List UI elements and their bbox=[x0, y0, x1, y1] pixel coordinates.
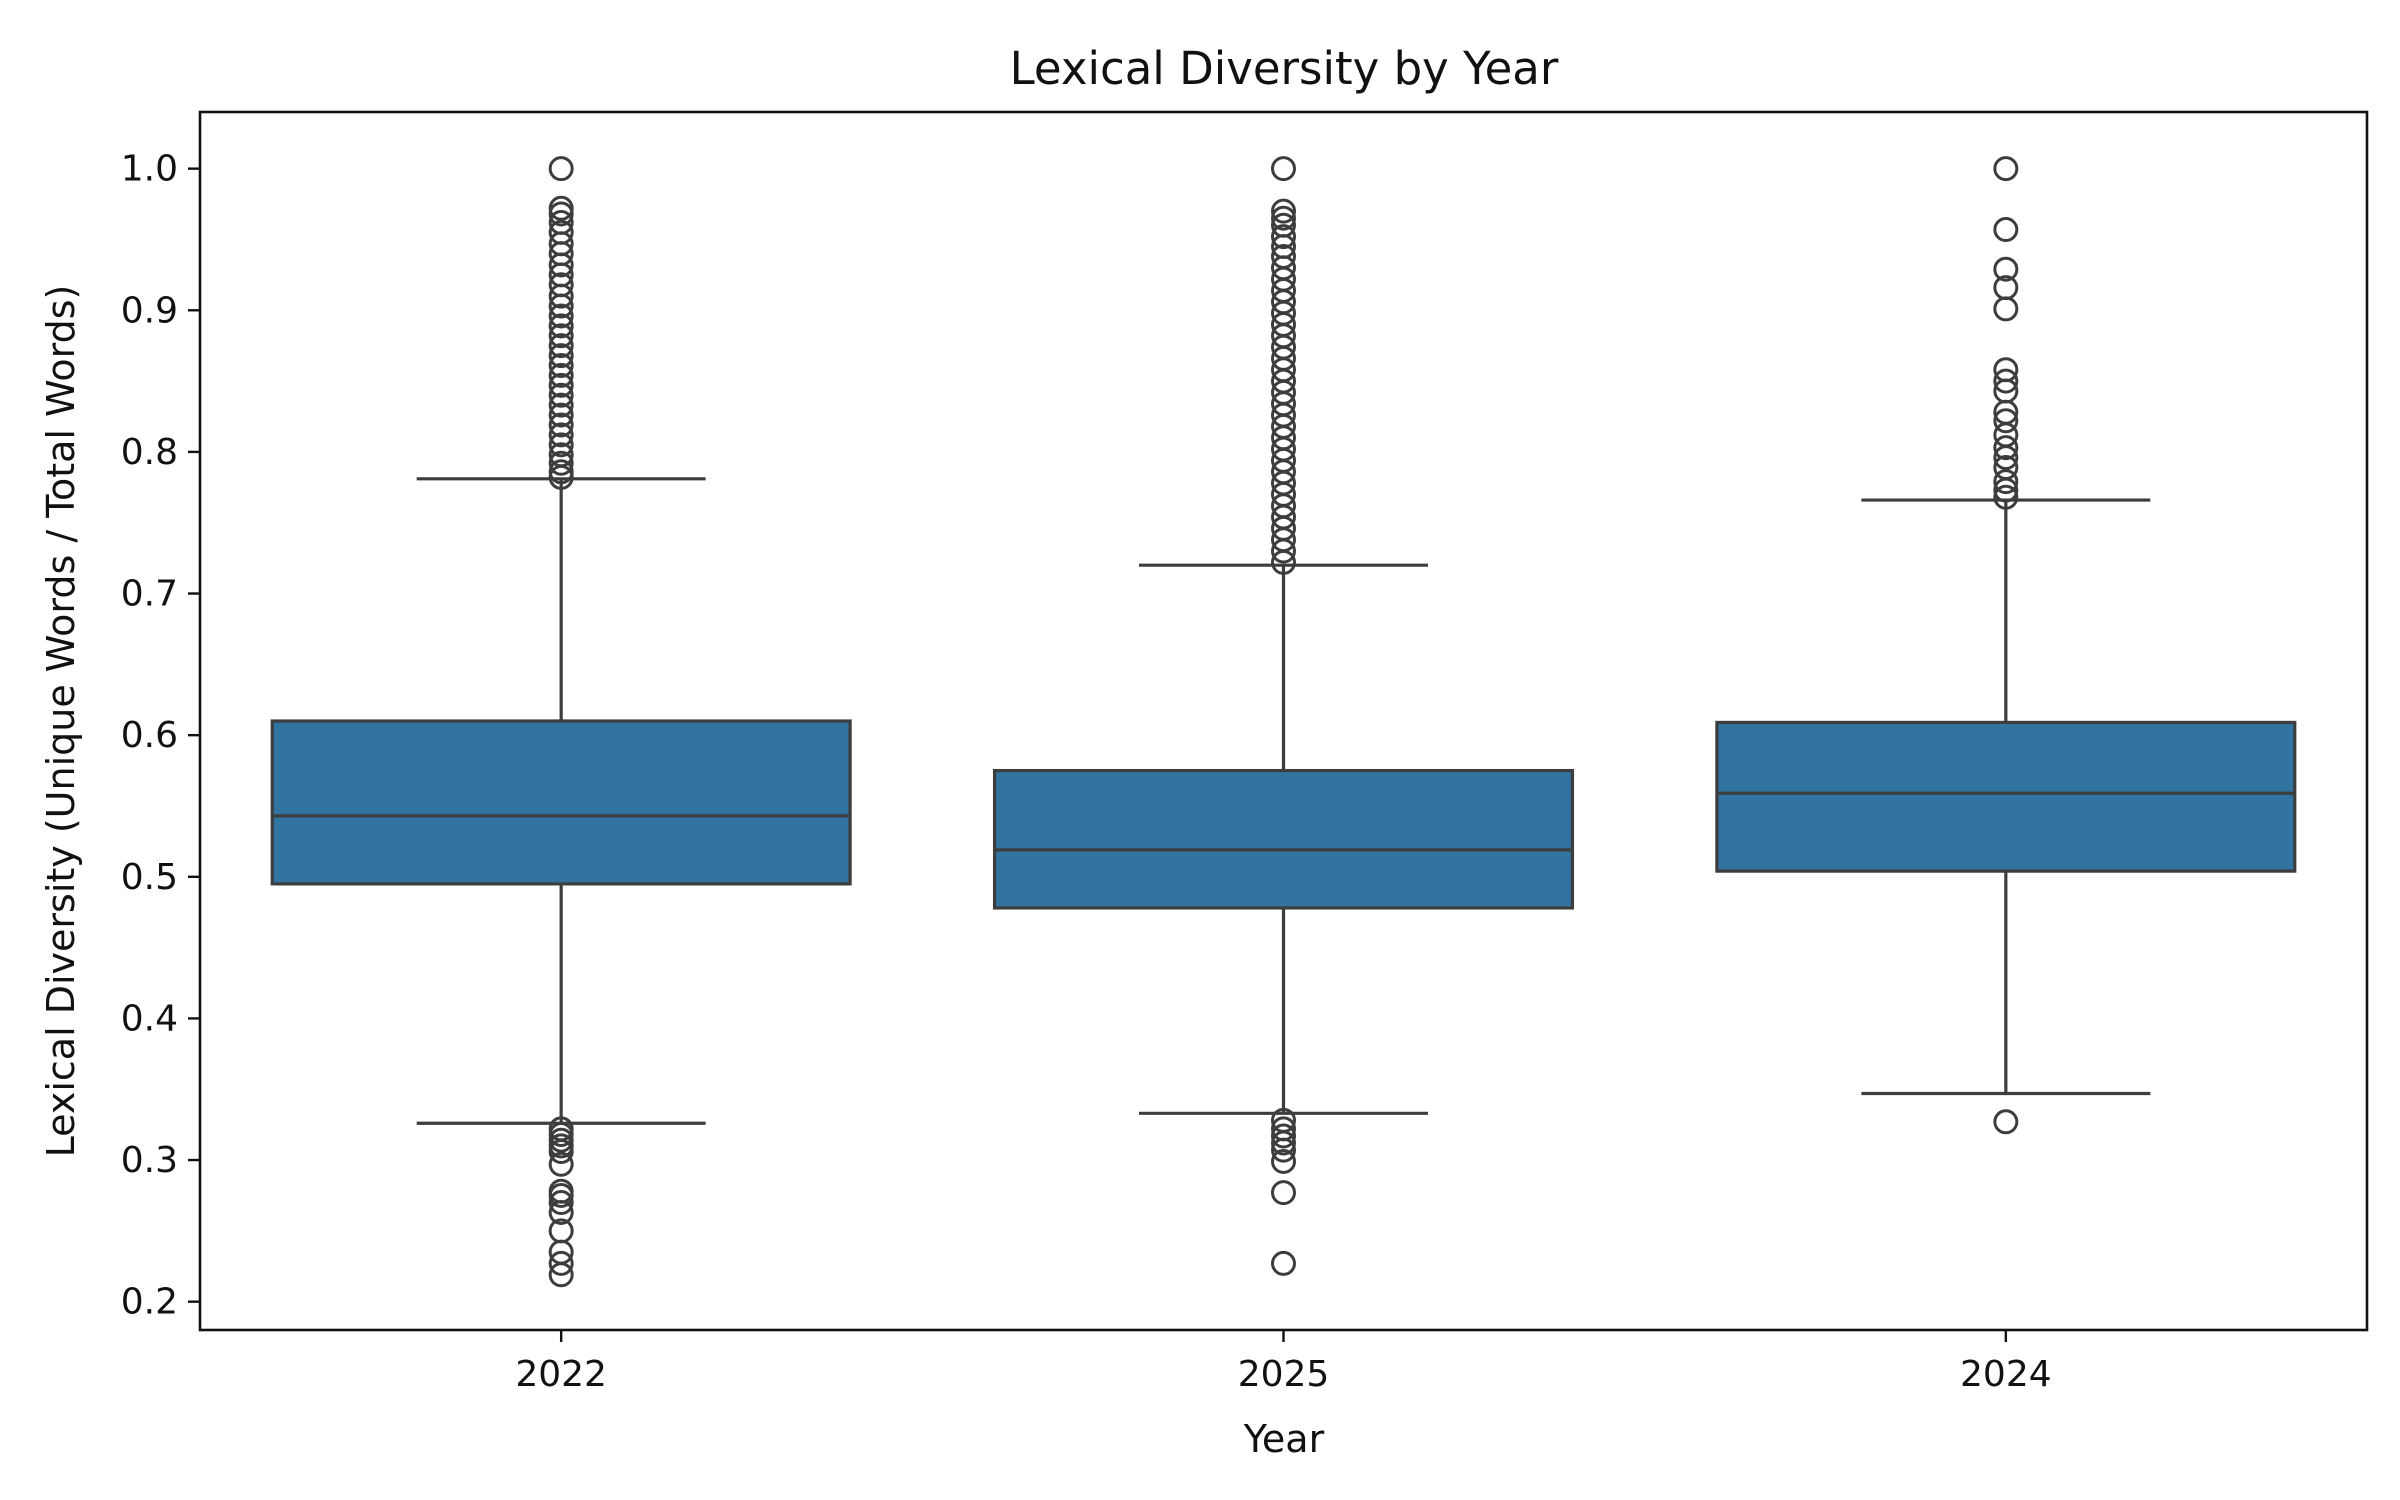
x-tick-label: 2024 bbox=[1960, 1354, 2052, 1395]
box-2022-outlier bbox=[548, 392, 574, 418]
box-2022-outlier bbox=[548, 283, 574, 309]
box-2025-outlier bbox=[1271, 156, 1296, 182]
box-2022-outlier bbox=[548, 432, 574, 458]
box-2024-outlier bbox=[1993, 445, 2019, 471]
box-2025-outlier bbox=[1271, 224, 1296, 250]
box-2022-outlier bbox=[548, 323, 574, 349]
box-2024-outlier bbox=[1993, 1109, 2019, 1135]
box-2024-outlier bbox=[1993, 156, 2019, 182]
y-tick-label: 0.6 bbox=[121, 715, 178, 756]
y-tick-label: 0.4 bbox=[121, 998, 178, 1039]
box-2025-outlier bbox=[1271, 1137, 1296, 1163]
box-2022-outlier bbox=[548, 1190, 574, 1216]
box-2022-outlier bbox=[548, 1151, 574, 1177]
box-2022-outlier bbox=[548, 1262, 574, 1288]
box-2022-outlier bbox=[548, 303, 574, 329]
plot-frame bbox=[198, 110, 2369, 1332]
box-2022-outlier bbox=[548, 1139, 574, 1165]
box-2022-outlier bbox=[548, 252, 574, 278]
box-2025-outlier bbox=[1271, 1180, 1296, 1206]
y-tick-label: 0.2 bbox=[121, 1282, 178, 1323]
box-2022-outlier bbox=[548, 1182, 574, 1208]
box-2024-outlier bbox=[1993, 477, 2019, 503]
plot-area: 2022 2025 2024 0.2 0.3 0.4 0.5 0.6 0.7 0.8 0.9 1.0 bbox=[121, 110, 2369, 1395]
box-2024-outlier bbox=[1993, 296, 2019, 322]
y-axis-label: Lexical Diversity (Unique Words / Total … bbox=[39, 285, 83, 1158]
box-2022-outlier bbox=[548, 156, 574, 182]
box-2022-outlier bbox=[548, 1199, 574, 1225]
box-2024-outlier bbox=[1993, 435, 2019, 461]
box-2022-outlier bbox=[548, 201, 574, 227]
y-tick-label: 0.9 bbox=[121, 290, 178, 331]
y-tick-label: 0.7 bbox=[121, 574, 178, 615]
box-2025-outlier bbox=[1271, 198, 1296, 224]
box-2024-iqr-box bbox=[1715, 720, 2297, 873]
box-2024-outlier bbox=[1993, 256, 2019, 282]
box-2025-outlier bbox=[1271, 538, 1296, 564]
y-tick-label: 0.8 bbox=[121, 432, 178, 473]
box-2022-outlier bbox=[548, 412, 574, 438]
box-2022-outlier bbox=[548, 313, 574, 339]
box-2025-outlier bbox=[1271, 1123, 1296, 1149]
box-2022-outlier bbox=[548, 402, 574, 428]
y-tick-label: 0.5 bbox=[121, 857, 178, 898]
box-2022-outlier bbox=[548, 372, 574, 398]
box-2022-outlier bbox=[548, 293, 574, 319]
x-tick-label: 2025 bbox=[1238, 1354, 1330, 1395]
box-2022-outlier bbox=[548, 422, 574, 448]
y-tick-label: 1.0 bbox=[121, 149, 178, 190]
box-2025-outlier bbox=[1271, 549, 1296, 575]
box-2022-outlier bbox=[548, 464, 574, 490]
box-2024-outlier bbox=[1993, 408, 2019, 434]
box-2022-outlier bbox=[548, 353, 574, 379]
box-2025-outlier bbox=[1271, 205, 1296, 231]
box-2022-outlier bbox=[548, 382, 574, 408]
box-2025-outlier bbox=[1271, 1250, 1296, 1276]
box-2022-outlier bbox=[548, 343, 574, 369]
box-2024-outlier bbox=[1993, 422, 2019, 448]
box-2024-outlier bbox=[1993, 484, 2019, 510]
x-tick-label: 2022 bbox=[515, 1354, 607, 1395]
box-2024-outlier bbox=[1993, 469, 2019, 495]
box-2022-outlier bbox=[548, 450, 574, 476]
box-2022-outlier bbox=[548, 1250, 574, 1276]
box-2024-outlier bbox=[1993, 368, 2019, 394]
chart-title: Lexical Diversity by Year bbox=[1010, 42, 1559, 95]
x-axis-label: Year bbox=[1243, 1417, 1325, 1461]
box-2024-outlier bbox=[1993, 217, 2019, 243]
box-2022-iqr-box bbox=[270, 719, 852, 886]
y-tick-label: 0.3 bbox=[121, 1140, 178, 1181]
box-2022-outlier bbox=[548, 362, 574, 388]
box-2025-iqr-box bbox=[992, 768, 1575, 910]
box-2025-outlier bbox=[1271, 1148, 1296, 1174]
box-2022-outlier bbox=[548, 333, 574, 359]
box-2025-outlier bbox=[1271, 1130, 1296, 1156]
